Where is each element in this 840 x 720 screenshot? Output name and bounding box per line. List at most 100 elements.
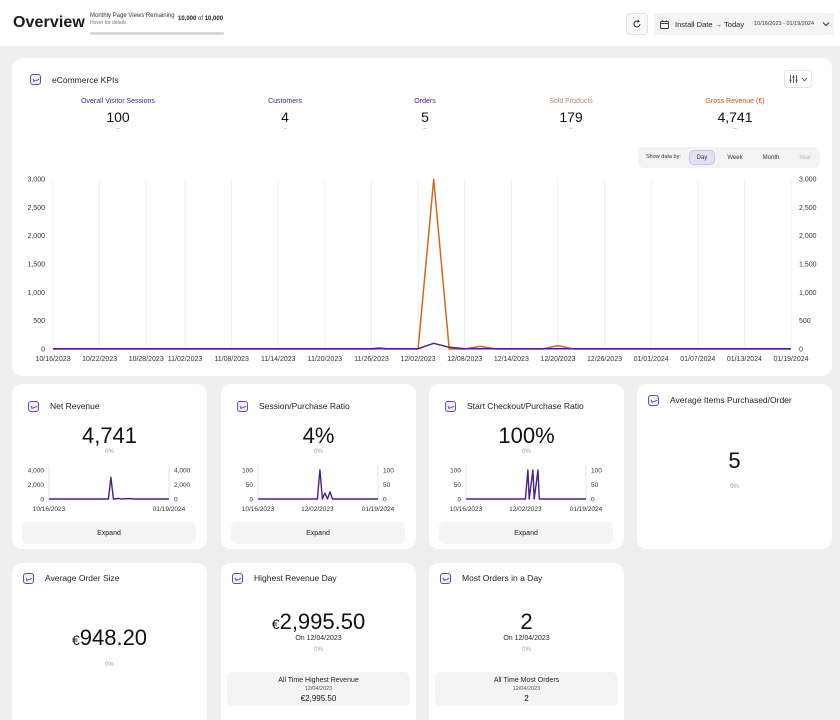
- amount: 948.20: [79, 625, 148, 650]
- page-views-progress-track: [90, 32, 224, 35]
- kpi-metric-label: Overall Visitor Sessions: [81, 98, 155, 105]
- expand-button[interactable]: Expand: [439, 522, 613, 544]
- highest-revenue-value: €2,995.50: [221, 609, 416, 635]
- percent-change: 0%: [314, 449, 323, 455]
- expand-button[interactable]: Expand: [22, 522, 196, 544]
- checkout-purchase-ratio-value: 100%: [498, 423, 555, 448]
- period-year-button[interactable]: Year: [798, 154, 812, 161]
- kpi-metric-change: –: [569, 126, 573, 132]
- calendar-icon: [660, 19, 669, 29]
- percent-change: 0%: [314, 647, 323, 653]
- chevron-down-icon: [801, 77, 807, 81]
- percent-change: 0%: [522, 449, 531, 455]
- card-title: Session/Purchase Ratio: [259, 401, 350, 411]
- chart-icon: [28, 401, 39, 412]
- kpi-metric[interactable]: Overall Visitor Sessions 100–: [48, 98, 188, 132]
- date-range-label: Install Date → Today: [675, 19, 745, 29]
- chart-icon: [30, 74, 41, 85]
- card-title: Start Checkout/Purchase Ratio: [467, 401, 584, 411]
- chart-settings-button[interactable]: [784, 70, 812, 88]
- kpi-metric-label: Orders: [414, 98, 436, 105]
- kpi-metric-value: 5: [421, 109, 429, 125]
- page-title: Overview: [13, 14, 85, 31]
- period-day-button[interactable]: Day: [689, 150, 715, 165]
- page-views-count: 10,000 of 10,000: [178, 16, 223, 22]
- kpi-metric-label: Sold Products: [549, 98, 593, 105]
- session-purchase-ratio-card: Session/Purchase Ratio 4% 0% Expand: [221, 384, 416, 549]
- kpi-metric-change: –: [283, 126, 287, 132]
- all-time-value: 2: [524, 694, 529, 703]
- refresh-icon: [633, 19, 641, 28]
- average-items-card: Average Items Purchased/Order 5 0%: [637, 384, 832, 549]
- all-time-label: All Time Highest Revenue: [278, 677, 359, 684]
- most-orders-day-card: Most Orders in a Day 2 On 12/04/2023 0% …: [429, 563, 624, 720]
- kpi-metric-change: –: [733, 126, 737, 132]
- average-order-size-value: €948.20: [12, 625, 207, 651]
- highest-revenue-day-card: Highest Revenue Day €2,995.50 On 12/04/2…: [221, 563, 416, 720]
- all-time-date: 12/04/2023: [512, 686, 541, 692]
- page-views-widget[interactable]: Monthly Page Views Remaining Hover for d…: [90, 13, 230, 35]
- top-bar: Overview Monthly Page Views Remaining Ho…: [0, 0, 840, 46]
- currency-symbol: €: [271, 616, 280, 632]
- chart-icon: [232, 573, 243, 584]
- kpi-metric[interactable]: Gross Revenue (€) 4,741–: [665, 98, 805, 132]
- checkout-purchase-ratio-card: Start Checkout/Purchase Ratio 100% 0% Ex…: [429, 384, 624, 549]
- most-orders-value: 2: [520, 609, 533, 634]
- chart-icon: [648, 395, 659, 406]
- card-title: Highest Revenue Day: [254, 573, 337, 583]
- kpi-metric-label: Gross Revenue (€): [705, 98, 765, 105]
- period-selector-label: Show data by:: [646, 154, 681, 160]
- amount: 2,995.50: [279, 609, 366, 634]
- net-revenue-value: 4,741: [81, 423, 138, 448]
- kpi-metric[interactable]: Customers 4–: [215, 98, 355, 132]
- card-title: Net Revenue: [50, 401, 100, 411]
- page-views-progress-fill: [90, 32, 224, 35]
- kpi-metric[interactable]: Orders 5–: [355, 98, 495, 132]
- kpi-metric-value: 179: [559, 109, 583, 125]
- card-title: Average Order Size: [45, 573, 120, 583]
- refresh-button[interactable]: [626, 13, 648, 35]
- average-order-size-card: Average Order Size €948.20 0%: [12, 563, 207, 720]
- page-views-of: of: [198, 16, 204, 22]
- kpi-metric[interactable]: Sold Products 179–: [501, 98, 641, 132]
- all-time-label: All Time Most Orders: [493, 677, 560, 684]
- kpi-metric-value: 4: [281, 109, 289, 125]
- highest-revenue-date: On 12/04/2023: [295, 635, 342, 642]
- percent-change: 0%: [105, 449, 114, 455]
- period-month-button[interactable]: Month: [762, 154, 780, 161]
- period-selector: Show data by: Day Week Month Year: [638, 147, 820, 168]
- all-time-highest-revenue: All Time Highest Revenue 12/04/2023 €2,9…: [227, 672, 410, 706]
- net-revenue-card: Net Revenue 4,741 0% Expand: [12, 384, 207, 549]
- card-title: eCommerce KPIs: [52, 75, 119, 85]
- all-time-most-orders: All Time Most Orders 12/04/2023 2: [435, 672, 618, 706]
- date-range-picker[interactable]: Install Date → Today 10/16/2023 - 01/19/…: [654, 13, 834, 35]
- page-views-used: 10,000: [178, 16, 197, 22]
- percent-change: 0%: [730, 484, 739, 490]
- sliders-icon: [789, 75, 797, 83]
- currency-symbol: €: [71, 632, 80, 648]
- chart-icon: [237, 401, 248, 412]
- card-title: Most Orders in a Day: [462, 573, 543, 583]
- chevron-down-icon: [822, 22, 830, 27]
- period-week-button[interactable]: Week: [727, 154, 743, 161]
- chart-icon: [23, 573, 34, 584]
- chart-icon: [445, 401, 456, 412]
- kpi-metric-change: –: [116, 126, 120, 132]
- session-purchase-ratio-value: 4%: [302, 423, 335, 448]
- kpi-metric-value: 4,741: [717, 109, 753, 125]
- page-views-hint: Hover for details: [90, 20, 127, 26]
- all-time-date: 12/04/2023: [304, 686, 333, 692]
- average-items-value: 5: [728, 448, 741, 473]
- date-range-value: 10/16/2023 - 01/19/2024: [754, 21, 815, 27]
- card-title: Average Items Purchased/Order: [670, 395, 792, 405]
- most-orders-date: On 12/04/2023: [503, 635, 550, 642]
- kpi-metric-change: –: [423, 126, 427, 132]
- kpi-metric-value: 100: [106, 109, 130, 125]
- chart-icon: [440, 573, 451, 584]
- expand-button[interactable]: Expand: [231, 522, 405, 544]
- kpi-metric-label: Customers: [268, 98, 302, 105]
- all-time-value: €2,995.50: [300, 694, 337, 703]
- page-views-label: Monthly Page Views Remaining: [90, 13, 175, 19]
- percent-change: 0%: [522, 647, 531, 653]
- page-views-total: 10,000: [204, 16, 224, 22]
